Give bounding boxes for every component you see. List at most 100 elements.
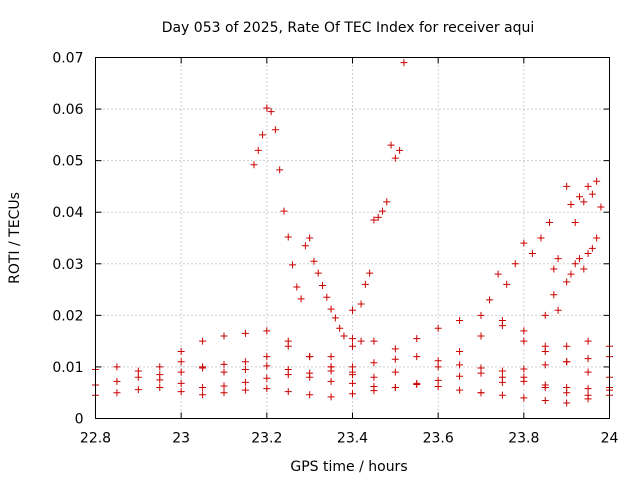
data-point [477, 332, 485, 340]
data-point [349, 342, 356, 350]
series-sat-3 [92, 379, 613, 407]
data-point [319, 281, 327, 289]
data-point [370, 359, 378, 367]
data-point [134, 367, 142, 375]
data-point [220, 389, 228, 397]
data-point [177, 358, 185, 366]
data-point [306, 391, 314, 399]
data-point [370, 216, 378, 224]
data-point [284, 366, 292, 374]
data-point [177, 379, 185, 387]
data-point [494, 270, 502, 278]
data-point [361, 280, 369, 288]
data-point [528, 249, 536, 257]
data-point [327, 377, 335, 385]
data-point [199, 337, 207, 345]
data-point [241, 386, 249, 394]
y-axis-title: ROTI / TECUs [7, 192, 23, 284]
data-point [563, 278, 571, 286]
data-point [134, 386, 142, 394]
data-point [310, 257, 318, 265]
data-point [241, 366, 249, 374]
data-point [396, 146, 404, 154]
data-point [456, 361, 464, 369]
data-point [541, 311, 549, 319]
series-sat-5 [327, 311, 613, 361]
data-point [563, 399, 571, 407]
data-point [314, 269, 322, 277]
data-point [267, 108, 275, 116]
data-point [301, 242, 309, 250]
data-point [327, 363, 335, 371]
data-point [541, 342, 549, 350]
data-point [370, 387, 378, 395]
data-point [400, 59, 408, 67]
data-point [323, 293, 331, 301]
data-point [520, 337, 528, 345]
data-point [263, 374, 271, 382]
data-point [567, 200, 575, 208]
data-point [336, 324, 344, 332]
data-point [113, 389, 121, 397]
data-point [391, 384, 399, 392]
data-point [584, 249, 592, 257]
data-point [357, 300, 365, 308]
data-point [593, 234, 601, 242]
data-point [563, 182, 571, 190]
data-point [113, 363, 121, 371]
data-point [563, 389, 571, 397]
data-point [357, 337, 365, 345]
data-point [576, 255, 584, 263]
data-point [413, 335, 421, 343]
data-point [434, 376, 442, 384]
data-point [456, 347, 464, 355]
data-point [588, 244, 596, 252]
data-point [477, 389, 485, 397]
data-point [263, 104, 271, 112]
data-point [156, 384, 164, 392]
data-point [293, 283, 301, 291]
data-point [156, 371, 164, 379]
data-point [177, 388, 185, 396]
data-point [413, 353, 421, 361]
data-point [456, 317, 464, 325]
data-point [289, 261, 297, 269]
data-point [263, 353, 271, 361]
data-point [593, 177, 601, 185]
data-point [520, 239, 528, 247]
y-tick-label: 0.04 [52, 205, 83, 221]
x-axis-title: GPS time / hours [290, 459, 407, 475]
x-axis: 22.8 23 23.2 23.4 23.6 23.8 24 [80, 57, 618, 447]
y-tick-label: 0.05 [52, 154, 83, 170]
data-point [366, 269, 374, 277]
x-tick-label: 23 [172, 431, 190, 447]
data-point [571, 260, 579, 268]
series-sat-12 [541, 234, 601, 319]
data-point [554, 306, 562, 314]
data-point [263, 362, 271, 370]
data-point [567, 270, 575, 278]
y-tick-label: 0.06 [52, 102, 83, 118]
data-point [498, 317, 506, 325]
data-point [391, 355, 399, 363]
data-point [498, 378, 506, 386]
data-point [340, 332, 348, 340]
data-point [584, 337, 592, 345]
data-point [134, 373, 142, 381]
data-point [498, 367, 506, 375]
data-point [220, 332, 228, 340]
data-point [370, 337, 378, 345]
data-point [456, 386, 464, 394]
data-point [349, 379, 356, 387]
data-point [391, 368, 399, 376]
data-point [241, 329, 249, 337]
y-tick-label: 0.03 [52, 257, 83, 273]
series-sat-4 [156, 327, 356, 376]
data-point [271, 126, 279, 134]
data-point [520, 373, 528, 381]
data-point [349, 371, 356, 379]
data-point [503, 280, 511, 288]
data-point [284, 233, 292, 241]
data-point [297, 295, 305, 303]
